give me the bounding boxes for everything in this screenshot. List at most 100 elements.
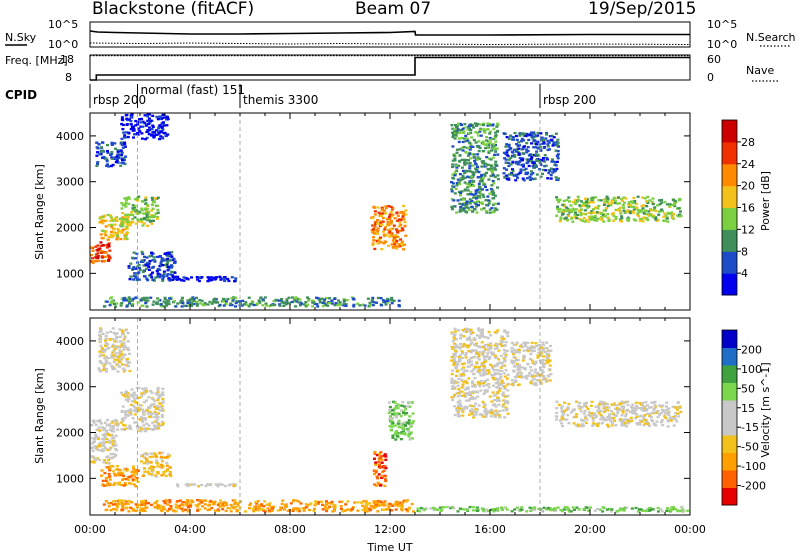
data-cell (101, 219, 105, 222)
data-cell (119, 350, 123, 353)
data-cell (122, 499, 126, 502)
data-cell (480, 178, 484, 181)
data-cell (161, 400, 165, 403)
data-cell (512, 138, 516, 141)
data-cell (492, 144, 496, 147)
data-cell (503, 132, 507, 135)
data-cell (163, 508, 167, 511)
data-cell (103, 459, 107, 462)
data-cell (621, 204, 625, 207)
data-cell (463, 369, 467, 372)
data-cell (144, 387, 148, 390)
data-cell (297, 500, 301, 503)
data-cell (140, 507, 143, 510)
data-cell (451, 347, 455, 350)
data-cell (112, 349, 116, 352)
data-cell (222, 304, 226, 307)
data-cell (453, 159, 457, 162)
data-cell (150, 133, 154, 137)
data-cell (114, 468, 118, 471)
data-cell (474, 410, 478, 414)
data-cell (599, 418, 603, 421)
data-cell (143, 470, 147, 473)
data-cell (534, 342, 538, 345)
data-cell (145, 130, 149, 134)
data-cell (589, 415, 593, 418)
data-cell (257, 506, 261, 510)
data-cell (252, 303, 256, 307)
data-cell (156, 302, 160, 306)
data-cell (102, 503, 106, 506)
data-cell (463, 181, 467, 184)
data-cell (530, 369, 534, 372)
data-cell (591, 196, 595, 199)
velocity-heatmap (90, 327, 690, 513)
data-cell (534, 360, 538, 363)
data-cell (503, 157, 507, 160)
data-cell (452, 336, 456, 339)
data-cell (126, 400, 130, 403)
data-cell (618, 210, 622, 213)
data-cell (381, 230, 385, 233)
data-cell (555, 400, 559, 403)
data-cell (218, 303, 222, 307)
data-cell (473, 383, 477, 386)
data-cell (493, 175, 497, 178)
data-cell (604, 198, 608, 201)
data-cell (98, 327, 102, 330)
data-cell (461, 345, 465, 348)
data-cell (535, 344, 539, 348)
data-cell (462, 380, 466, 384)
nave-tick-bottom: 0 (707, 71, 714, 84)
data-cell (126, 340, 130, 343)
data-cell (180, 278, 184, 282)
data-cell (493, 347, 497, 350)
data-cell (100, 347, 104, 350)
data-cell (98, 368, 102, 372)
data-cell (117, 483, 121, 486)
data-cell (110, 226, 114, 229)
freq-tick-bottom: 8 (65, 71, 72, 84)
data-cell (175, 483, 179, 486)
data-cell (653, 404, 657, 407)
data-cell (521, 152, 525, 155)
data-cell (158, 273, 162, 276)
data-cell (91, 261, 95, 265)
data-cell (523, 132, 527, 135)
data-cell (583, 404, 587, 408)
data-cell (637, 215, 641, 218)
data-cell (486, 128, 490, 131)
data-cell (192, 302, 196, 306)
data-cell (642, 216, 646, 219)
data-cell (132, 467, 136, 470)
data-cell (491, 367, 495, 370)
data-cell (606, 213, 610, 216)
data-cell (522, 357, 526, 360)
data-cell (517, 173, 521, 176)
data-cell (636, 212, 640, 215)
data-cell (222, 278, 226, 281)
data-cell (622, 424, 626, 427)
data-cell (453, 327, 457, 330)
data-cell (506, 412, 510, 415)
data-cell (195, 276, 199, 279)
data-cell (514, 379, 518, 382)
data-cell (146, 224, 150, 227)
data-cell (677, 415, 681, 418)
data-cell (515, 506, 519, 509)
data-cell (455, 374, 458, 377)
data-cell (507, 178, 511, 181)
data-cell (91, 442, 95, 445)
data-cell (606, 409, 610, 412)
data-cell (111, 452, 115, 455)
data-cell (123, 427, 127, 431)
data-cell (663, 415, 667, 418)
data-cell (458, 354, 462, 357)
data-cell (566, 414, 570, 417)
data-cell (192, 297, 196, 301)
data-cell (636, 213, 640, 217)
data-cell (216, 301, 220, 304)
data-cell (537, 351, 541, 354)
data-cell (462, 161, 466, 164)
data-cell (102, 364, 106, 367)
